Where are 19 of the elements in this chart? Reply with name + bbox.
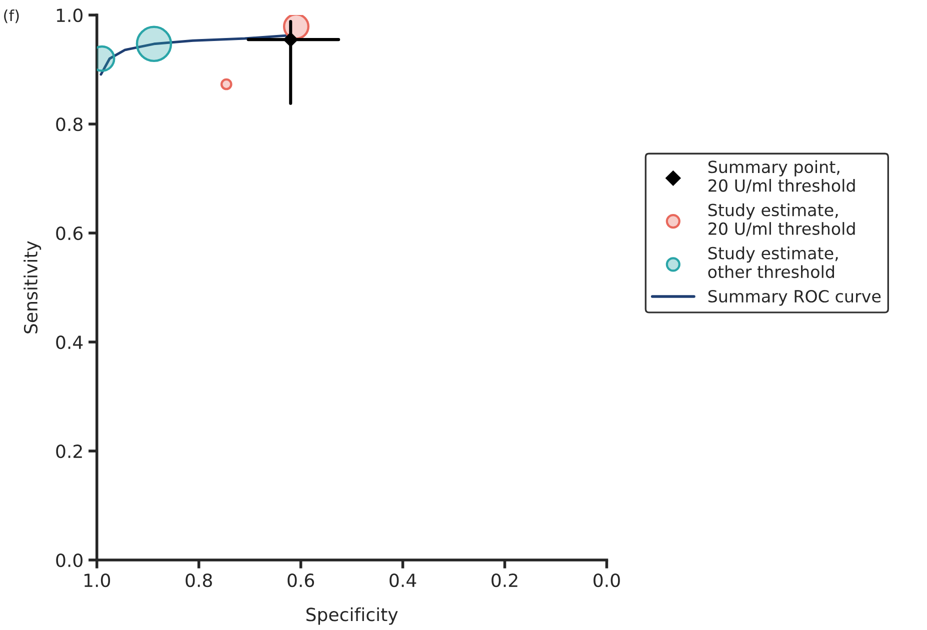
text: (f) — [4, 9, 19, 24]
y-tick-label: 0.2 — [56, 444, 82, 458]
legend-label: Summary point, 20 U/ml threshold — [708, 160, 855, 194]
y-axis-title: Sensitivity — [24, 241, 42, 334]
legend-label: Summary ROC curve — [708, 290, 881, 306]
x-tick-label: 0.8 — [186, 574, 212, 588]
x-tick-label: 0.4 — [390, 574, 416, 588]
y-tick-label: 0.0 — [56, 553, 82, 568]
legend-label: Study estimate, 20 U/ml threshold — [708, 203, 855, 236]
x-tick-label: 0.6 — [288, 574, 314, 588]
x-tick-label: 1.0 — [84, 574, 110, 588]
legend-label: Study estimate, other threshold — [708, 246, 838, 278]
y-tick-label: 0.4 — [56, 335, 83, 350]
x-tick-label: 0.0 — [594, 574, 620, 588]
x-tick-label: 0.2 — [492, 574, 518, 588]
y-tick-label: 1.0 — [56, 8, 82, 22]
y-tick-label: 0.8 — [56, 118, 82, 132]
x-axis-title: Specificity — [306, 607, 398, 625]
y-tick-label: 0.6 — [56, 226, 83, 240]
